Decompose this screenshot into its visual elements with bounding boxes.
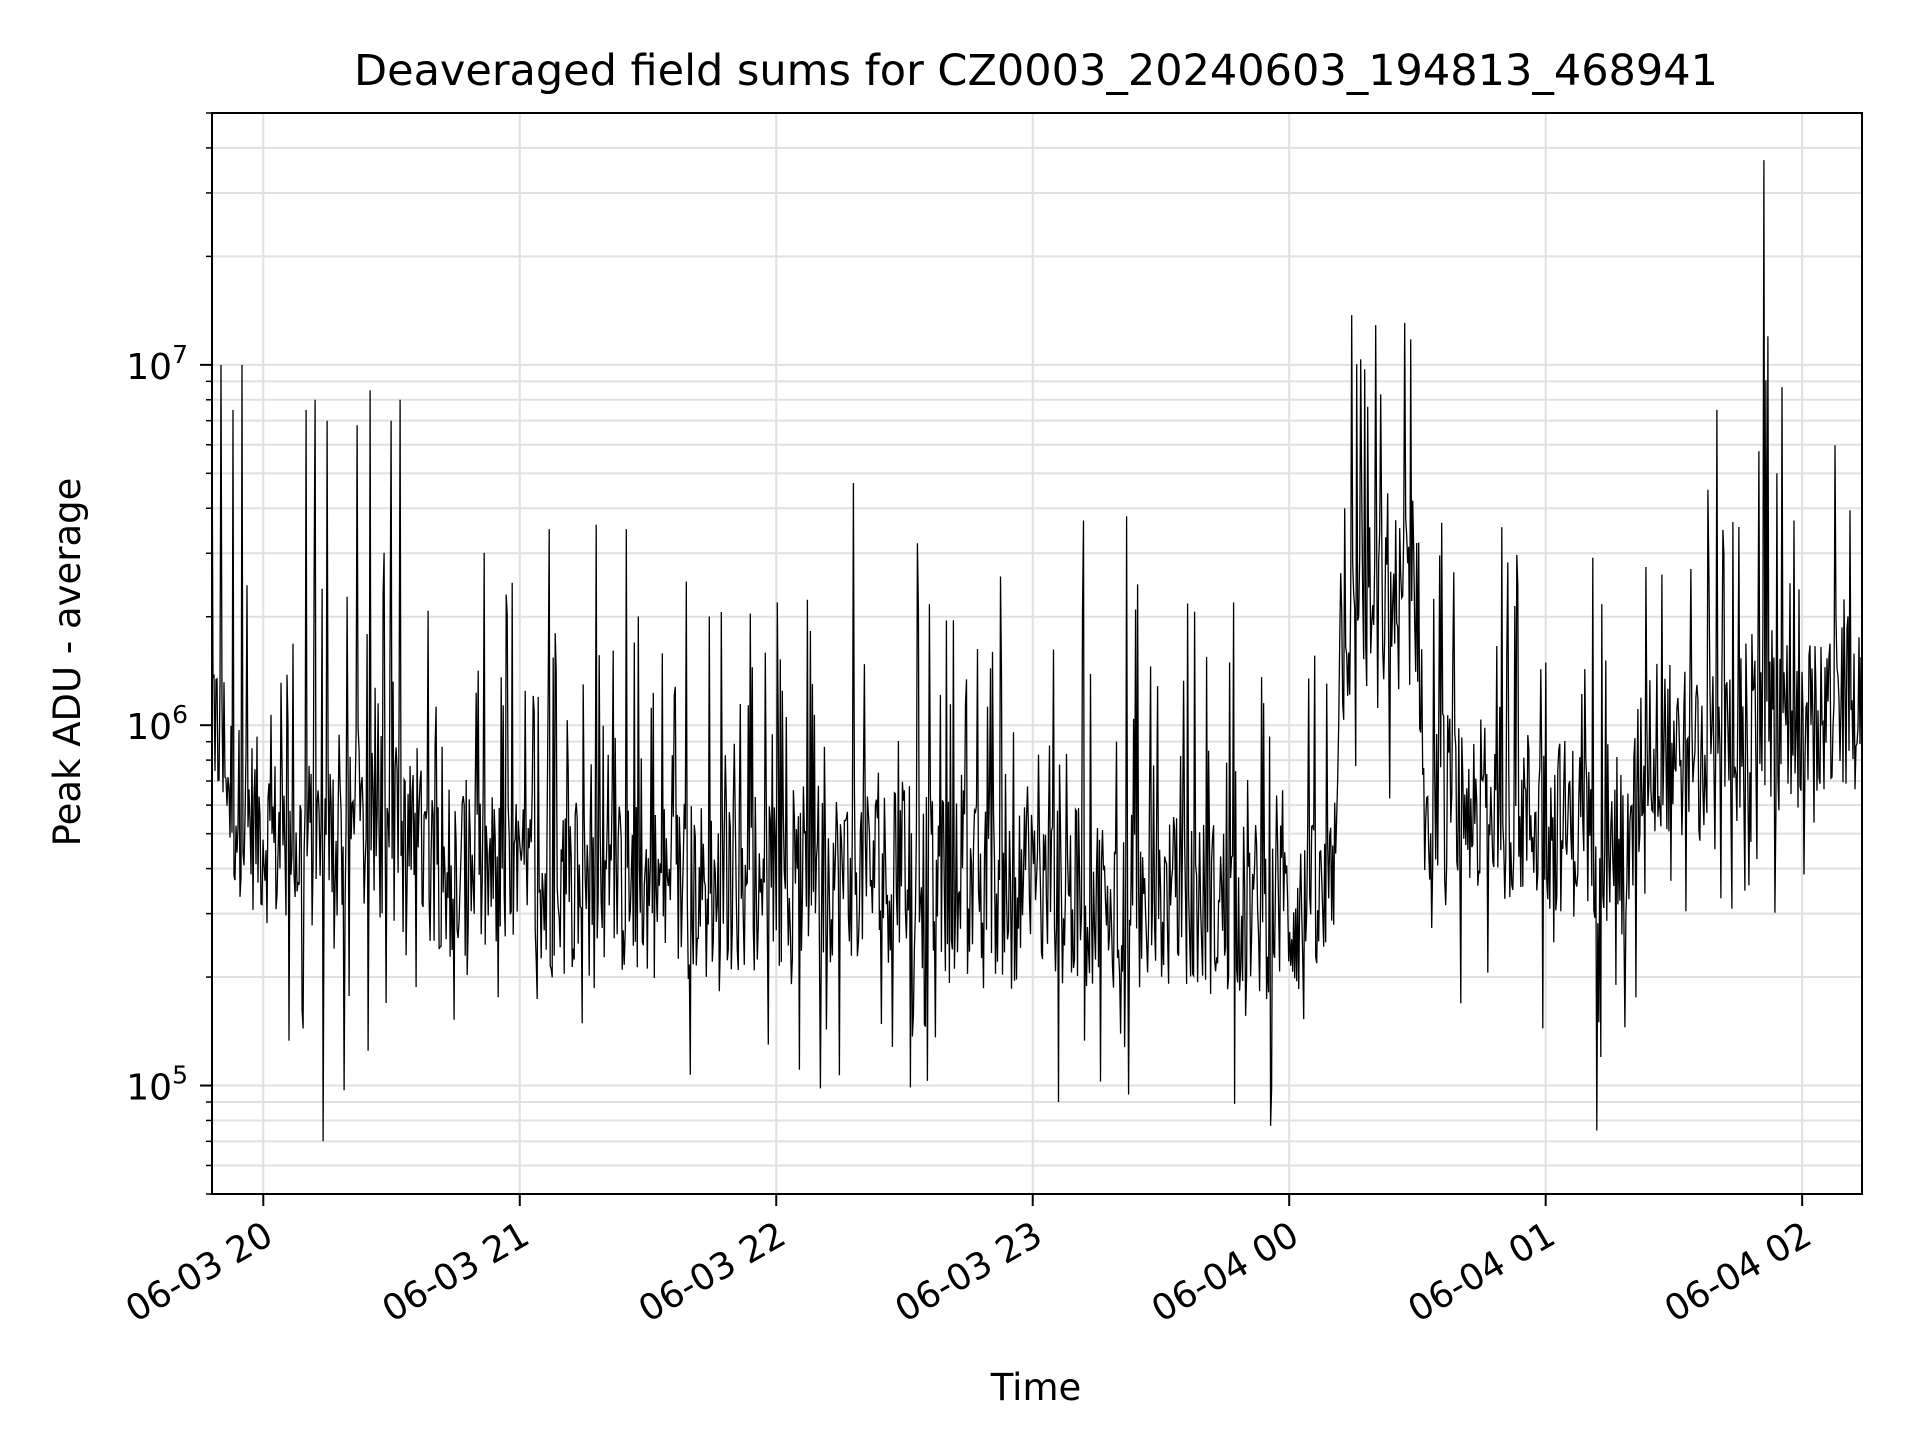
chart-title: Deaveraged field sums for CZ0003_2024060… <box>354 46 1718 96</box>
series-line-group <box>212 160 1862 1142</box>
y-axis-label: Peak ADU - average <box>46 478 89 847</box>
x-tick-label: 06-04 02 <box>1658 1214 1819 1330</box>
x-tick-label: 06-03 22 <box>632 1214 793 1330</box>
y-tick-label: 105 <box>126 1061 188 1109</box>
plot-frame <box>211 112 1863 1195</box>
series-line <box>212 160 1862 1142</box>
x-axis-label: Time <box>990 1366 1082 1409</box>
grid <box>212 112 1862 1195</box>
x-tick-label: 06-03 23 <box>889 1214 1050 1330</box>
x-tick-label: 06-04 00 <box>1145 1214 1306 1330</box>
y-tick-label: 107 <box>126 340 188 388</box>
axes: 06-03 20 06-03 21 06-03 22 06-03 23 06-04 00… <box>119 112 1819 1331</box>
x-tick-label: 06-04 01 <box>1402 1214 1563 1330</box>
y-tick-label: 106 <box>126 700 188 748</box>
x-tick-label: 06-03 21 <box>376 1214 537 1330</box>
x-tick-label: 06-03 20 <box>119 1214 280 1330</box>
